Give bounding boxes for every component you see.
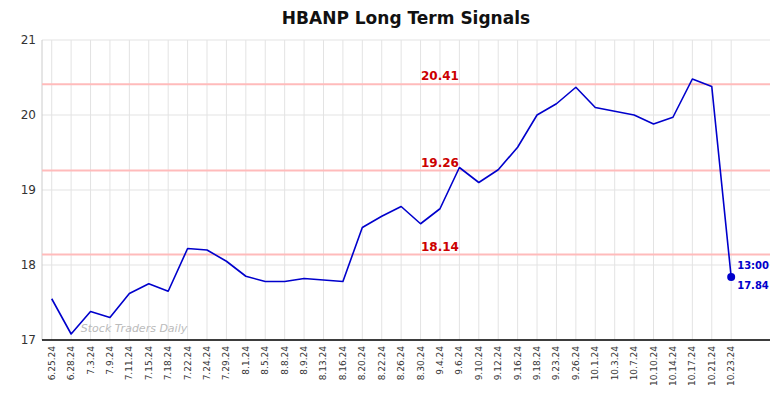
x-tick-label: 8.9.24	[299, 346, 309, 375]
x-tick-label: 10.7.24	[629, 346, 639, 381]
grid	[42, 40, 770, 340]
reference-line	[42, 170, 770, 172]
y-tick-label: 21	[21, 33, 36, 47]
title: HBANP Long Term Signals	[282, 8, 530, 28]
x-tick-label: 10.21.24	[707, 346, 717, 386]
x-tick-label: 9.10.24	[474, 346, 484, 381]
x-tick-label: 10.10.24	[649, 346, 659, 386]
x-tick-label: 8.1.24	[241, 346, 251, 375]
grid-line-y	[42, 340, 770, 341]
x-tick-label: 7.15.24	[144, 346, 154, 381]
plot-area	[42, 79, 770, 334]
reference-label: 20.41	[421, 69, 459, 83]
x-tick-label: 8.22.24	[377, 346, 387, 381]
x-tick-label: 7.9.24	[105, 346, 115, 375]
x-tick-label: 10.17.24	[687, 346, 697, 386]
grid-line-y	[42, 40, 770, 41]
x-tick-label: 10.3.24	[610, 346, 620, 381]
y-tick-label: 18	[21, 258, 36, 272]
x-tick-label: 9.12.24	[493, 346, 503, 381]
x-axis-line	[42, 339, 770, 341]
y-axis: 17 18 19 20 21	[21, 33, 42, 347]
x-tick-label: 8.13.24	[318, 346, 328, 381]
y-tick-label: 19	[21, 183, 36, 197]
reference-label: 19.26	[421, 156, 459, 170]
x-tick-label: 9.6.24	[454, 346, 464, 375]
x-axis: 6.25.24 6.28.24 7.3.24 7.9.24 7.11.24 7.15.24…	[47, 346, 736, 386]
watermark: Stock Traders Daily	[81, 322, 188, 335]
reference-line	[42, 83, 770, 85]
last-point	[727, 273, 735, 281]
x-tick-label: 6.28.24	[66, 346, 76, 381]
x-tick-label: 7.24.24	[202, 346, 212, 381]
reference-line	[42, 254, 770, 256]
x-tick-label: 9.26.24	[571, 346, 581, 381]
x-tick-label: 8.26.24	[396, 346, 406, 381]
x-tick-label: 6.25.24	[47, 346, 57, 381]
y-tick-label: 20	[21, 108, 36, 122]
x-tick-label: 7.18.24	[163, 346, 173, 381]
x-tick-label: 8.20.24	[357, 346, 367, 381]
x-tick-label: 8.16.24	[338, 346, 348, 381]
x-tick-label: 10.1.24	[590, 346, 600, 381]
grid-line-y	[42, 190, 770, 191]
annotation: 17.84	[737, 280, 769, 291]
grid-line-y	[42, 115, 770, 116]
x-tick-label: 8.30.24	[416, 346, 426, 381]
x-tick-label: 7.11.24	[124, 346, 134, 381]
grid-line-y	[42, 265, 770, 266]
x-tick-label: 8.8.24	[280, 346, 290, 375]
x-tick-label: 9.4.24	[435, 346, 445, 375]
reference-label: 18.14	[421, 240, 459, 254]
x-tick-label: 9.18.24	[532, 346, 542, 381]
x-tick-label: 10.14.24	[668, 346, 678, 386]
x-tick-label: 9.16.24	[513, 346, 523, 381]
x-tick-label: 10.23.24	[726, 346, 736, 386]
annotation: 13:00	[737, 260, 769, 271]
x-tick-label: 7.29.24	[221, 346, 231, 381]
x-tick-label: 8.5.24	[260, 346, 270, 375]
y-tick-label: 17	[21, 333, 36, 347]
x-tick-label: 9.23.24	[551, 346, 561, 381]
x-tick-label: 7.3.24	[86, 346, 96, 375]
x-tick-label: 7.22.24	[183, 346, 193, 381]
chart: 17 18 19 20 21 6.25.24 6.28.24 7.3.24 7.9.24 7.11…	[0, 0, 784, 398]
series-line	[52, 79, 731, 334]
